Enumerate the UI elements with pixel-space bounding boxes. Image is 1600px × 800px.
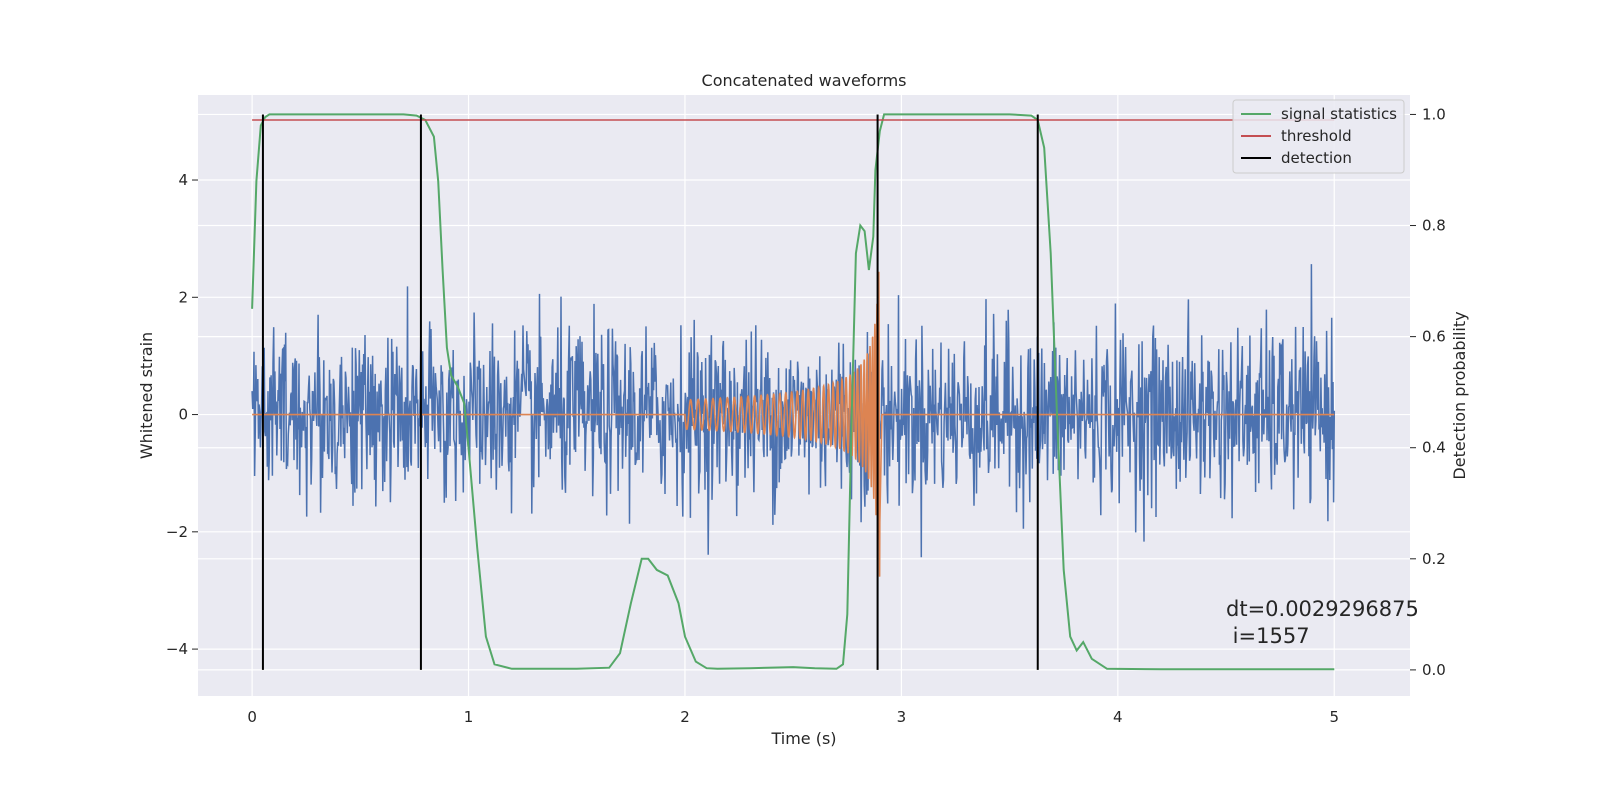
y-right-tick-label: 1.0 (1422, 105, 1446, 123)
y-tick-label: −4 (166, 640, 188, 658)
y-right-tick-label: 0.4 (1422, 439, 1446, 457)
y-right-tick-label: 0.0 (1422, 661, 1446, 679)
y-tick-label: −2 (166, 523, 188, 541)
x-tick-label: 0 (247, 708, 257, 726)
x-tick-label: 1 (464, 708, 474, 726)
template-series (252, 271, 1335, 577)
legend-box (1232, 99, 1405, 174)
annotation-index: i=1557 (1226, 624, 1310, 648)
x-axis-label: Time (s) (770, 729, 836, 748)
chart-title: Concatenated waveforms (702, 71, 907, 90)
y-right-tick-label: 0.8 (1422, 217, 1446, 235)
y-tick-label: 4 (178, 171, 188, 189)
annotation-dt: dt=0.0029296875 (1226, 597, 1419, 621)
y-right-tick-label: 0.2 (1422, 550, 1446, 568)
x-tick-label: 3 (897, 708, 907, 726)
x-tick-label: 5 (1329, 708, 1339, 726)
y-tick-label: 2 (178, 288, 188, 306)
legend-label-threshold: threshold (1281, 127, 1352, 145)
signal-statistics-line (251, 113, 1335, 671)
bottom-axis: 0 1 2 3 4 5 (247, 708, 1339, 726)
legend-label-signal-statistics: signal statistics (1281, 105, 1397, 123)
y-axis-label: Whitened strain (137, 332, 156, 459)
y-tick-label: 0 (178, 406, 188, 424)
legend: signal statistics threshold detection (1232, 99, 1405, 174)
y-axis-label-right: Detection probability (1450, 311, 1469, 479)
x-tick-label: 2 (680, 708, 690, 726)
y-right-tick-label: 0.6 (1422, 328, 1446, 346)
left-axis: −4 −2 0 2 4 (166, 171, 198, 658)
x-tick-label: 4 (1113, 708, 1123, 726)
plot-data (251, 113, 1336, 671)
legend-label-detection: detection (1281, 149, 1352, 167)
right-axis: 0.0 0.2 0.4 0.6 0.8 1.0 (1410, 105, 1446, 679)
